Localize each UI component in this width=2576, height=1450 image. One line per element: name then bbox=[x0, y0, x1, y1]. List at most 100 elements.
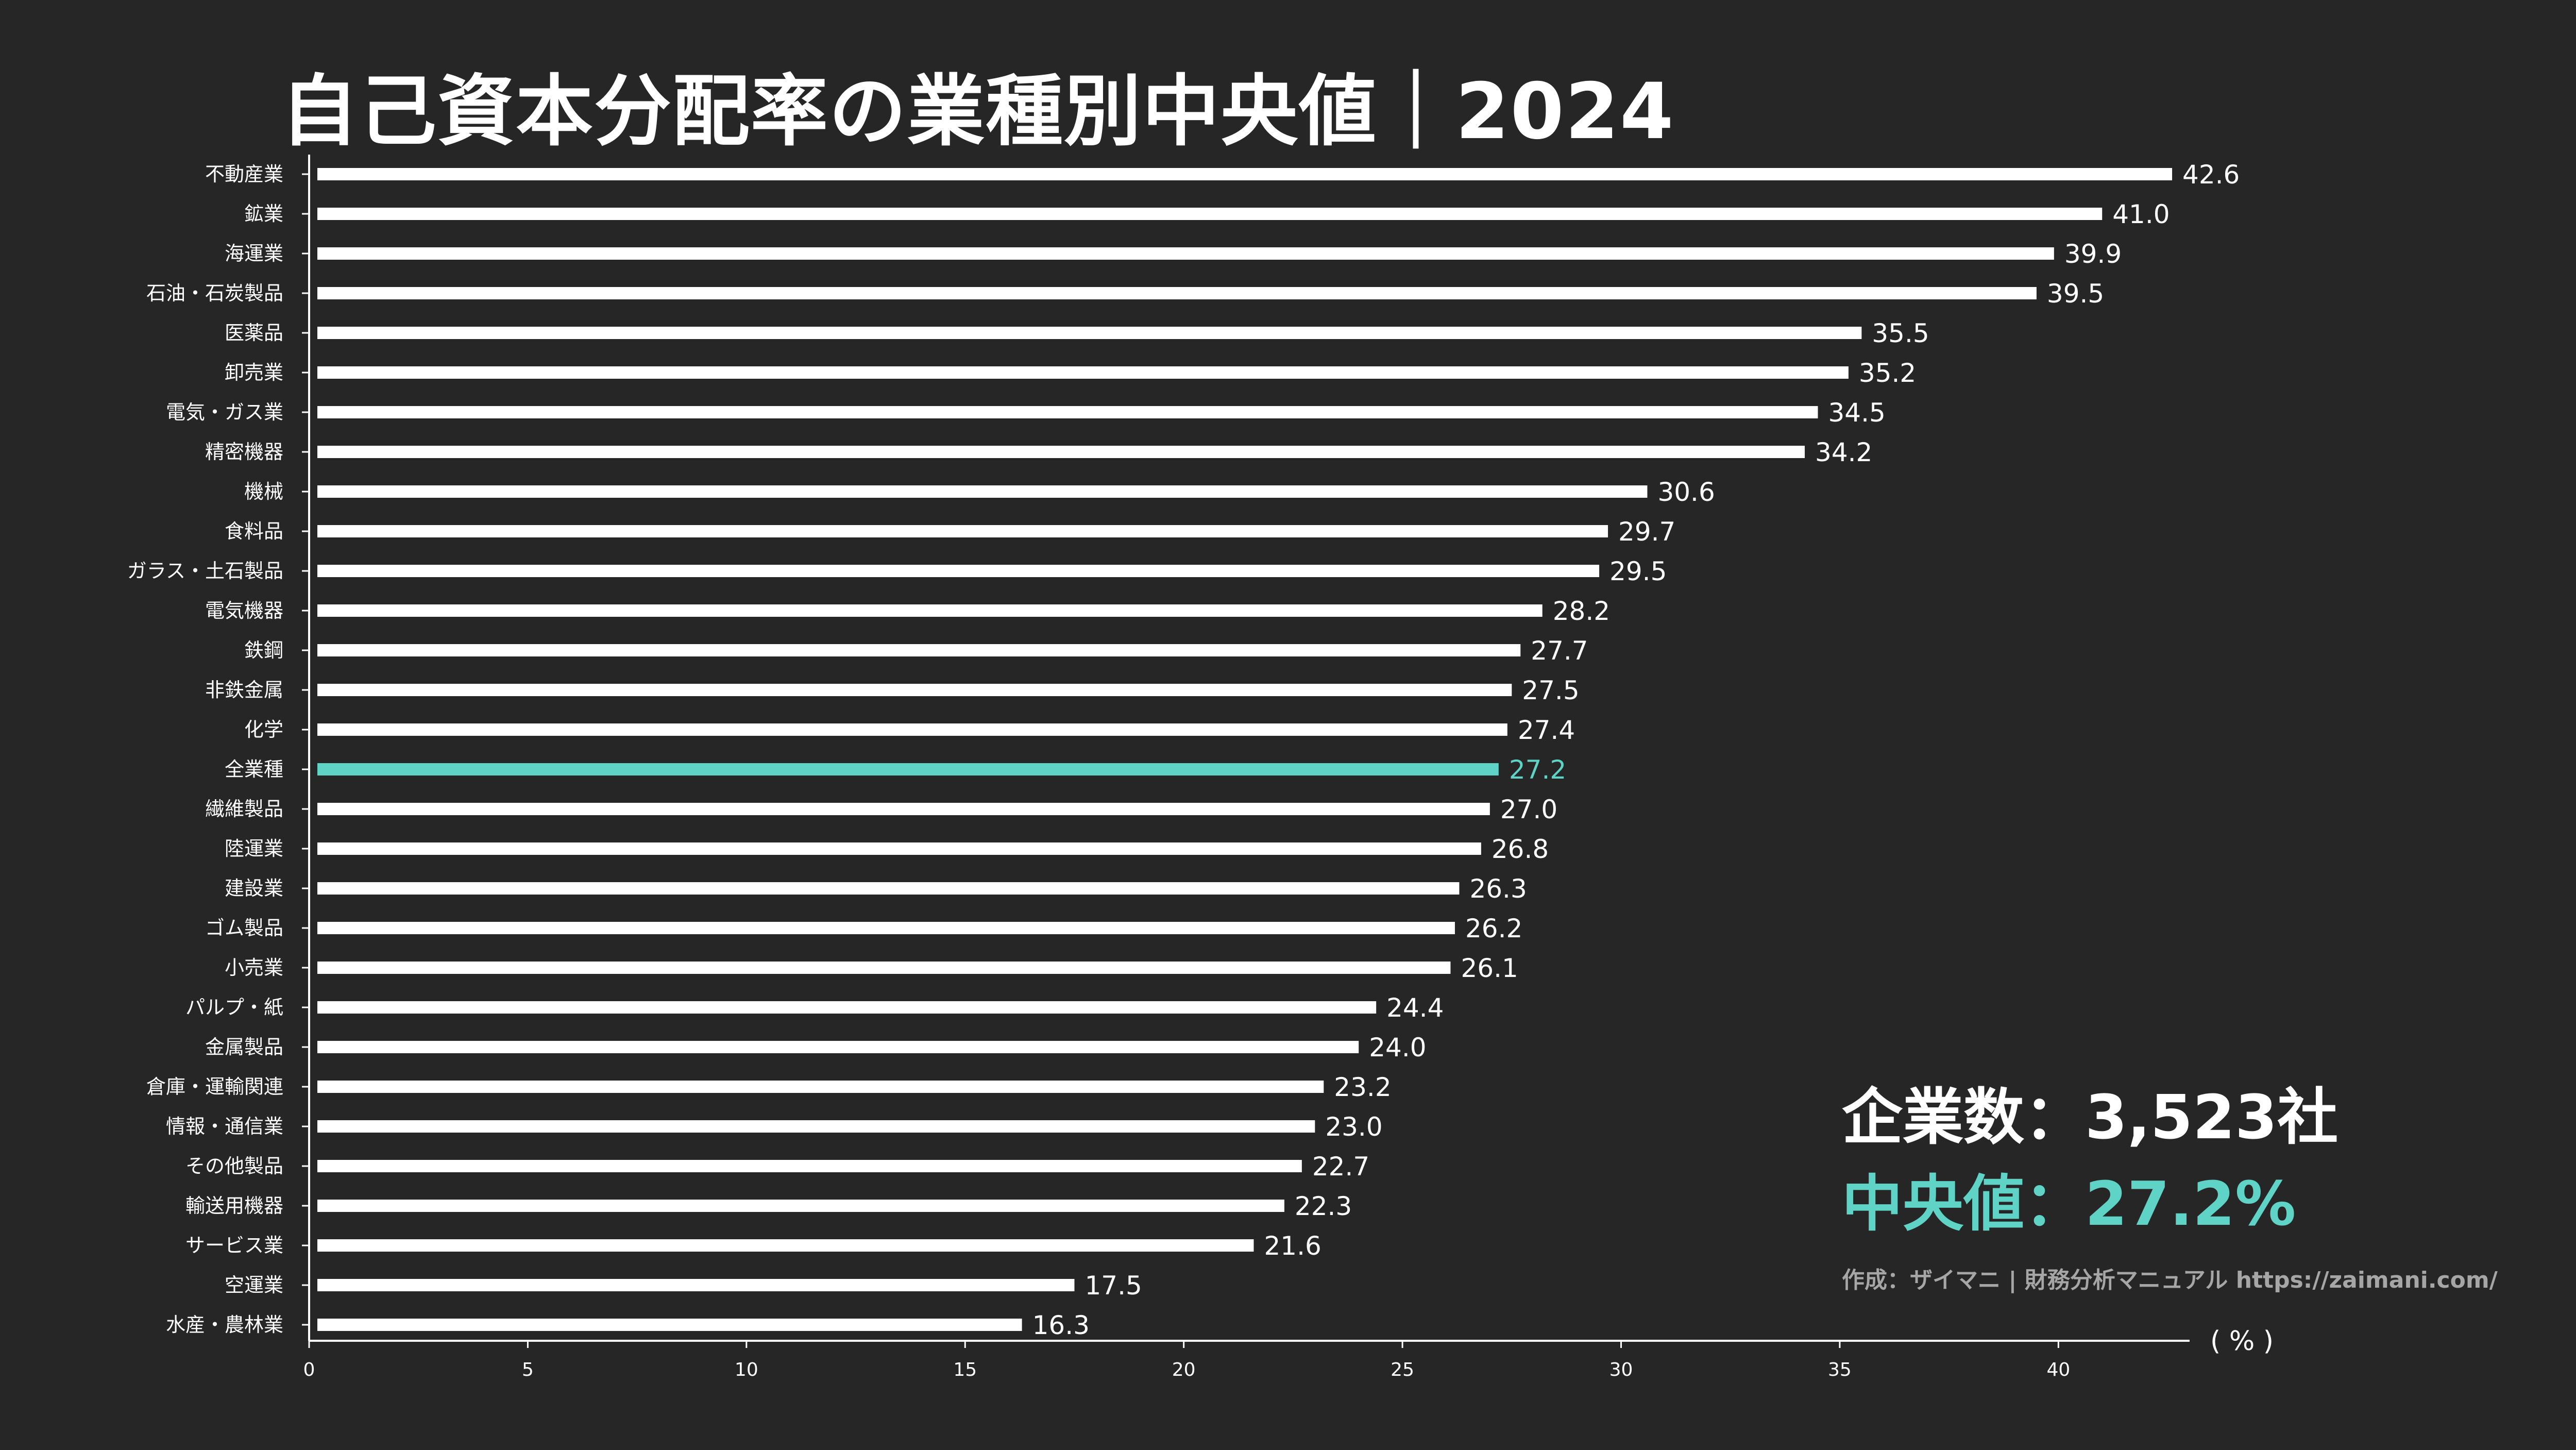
bar bbox=[317, 1239, 1254, 1252]
bar bbox=[317, 1160, 1302, 1172]
bar bbox=[317, 604, 1543, 617]
value-label: 34.2 bbox=[1815, 437, 1872, 467]
category-label: 機械 bbox=[244, 480, 283, 503]
category-label: 不動産業 bbox=[205, 163, 283, 186]
bar bbox=[317, 287, 2037, 299]
bar bbox=[317, 1319, 1022, 1331]
x-tick-label: 25 bbox=[1391, 1359, 1414, 1380]
category-label: 卸売業 bbox=[225, 361, 283, 384]
value-label: 22.7 bbox=[1312, 1152, 1369, 1182]
x-tick-label: 5 bbox=[522, 1359, 534, 1380]
summary-box: 企業数：3,523社 中央値：27.2% 作成：ザイマニ | 財務分析マニュアル… bbox=[1842, 1074, 2498, 1294]
value-label: 22.3 bbox=[1295, 1191, 1352, 1221]
category-label: 非鉄金属 bbox=[205, 679, 283, 701]
value-label: 17.5 bbox=[1084, 1271, 1142, 1301]
x-tick-label: 35 bbox=[1828, 1359, 1852, 1380]
bar bbox=[317, 525, 1608, 537]
value-label: 39.5 bbox=[2047, 279, 2104, 309]
category-label: 電気機器 bbox=[205, 599, 283, 622]
bar bbox=[317, 962, 1451, 974]
value-label: 24.0 bbox=[1369, 1033, 1426, 1063]
category-label: サービス業 bbox=[185, 1234, 283, 1257]
category-label: 陸運業 bbox=[225, 837, 283, 860]
value-label: 26.1 bbox=[1461, 953, 1518, 983]
value-label: 21.6 bbox=[1264, 1231, 1321, 1261]
category-label: 小売業 bbox=[225, 956, 283, 979]
credit-text: 作成：ザイマニ | 財務分析マニュアル https://zaimani.com/ bbox=[1842, 1267, 2498, 1294]
x-unit-label: ( % ) bbox=[2210, 1326, 2274, 1357]
x-tick-label: 30 bbox=[1609, 1359, 1633, 1380]
bar bbox=[317, 1120, 1315, 1133]
bar bbox=[317, 485, 1648, 498]
bar bbox=[317, 406, 1818, 418]
value-label: 24.4 bbox=[1386, 993, 1444, 1023]
value-label: 41.0 bbox=[2112, 199, 2170, 229]
bar bbox=[317, 882, 1460, 895]
category-label: 空運業 bbox=[225, 1274, 283, 1296]
value-label: 29.7 bbox=[1618, 517, 1675, 547]
category-label: 金属製品 bbox=[205, 1036, 283, 1058]
value-label: 23.2 bbox=[1334, 1072, 1391, 1102]
category-label: 石油・石炭製品 bbox=[146, 282, 283, 305]
bar bbox=[317, 366, 1849, 379]
bar bbox=[317, 684, 1512, 696]
x-tick-label: 10 bbox=[735, 1359, 758, 1380]
value-label: 26.2 bbox=[1465, 914, 1522, 943]
value-label: 42.6 bbox=[2182, 160, 2240, 190]
value-label: 27.4 bbox=[1518, 715, 1575, 745]
category-label: 輸送用機器 bbox=[185, 1194, 283, 1217]
bar bbox=[317, 1279, 1075, 1291]
bar bbox=[317, 803, 1490, 815]
value-label: 27.7 bbox=[1531, 636, 1588, 666]
bar bbox=[317, 247, 2054, 260]
bar bbox=[317, 922, 1455, 934]
value-label: 29.5 bbox=[1609, 557, 1667, 586]
value-label: 27.2 bbox=[1509, 755, 1566, 785]
category-label: 精密機器 bbox=[205, 441, 283, 463]
category-label: ガラス・土石製品 bbox=[127, 560, 283, 582]
chart-title: 自己資本分配率の業種別中央値｜2024 bbox=[281, 67, 1675, 157]
bar bbox=[317, 565, 1600, 577]
category-label: 建設業 bbox=[225, 877, 283, 900]
value-label: 39.9 bbox=[2064, 239, 2122, 269]
bar bbox=[317, 1081, 1324, 1093]
value-label: 28.2 bbox=[1553, 596, 1610, 626]
category-label: パルプ・紙 bbox=[185, 996, 283, 1019]
bar bbox=[317, 1001, 1377, 1014]
category-label: 化学 bbox=[244, 718, 283, 741]
value-label: 34.5 bbox=[1828, 398, 1885, 428]
bar bbox=[317, 208, 2103, 220]
category-label: 全業種 bbox=[225, 758, 283, 781]
category-label: 鉄鋼 bbox=[244, 639, 283, 662]
median-value: 中央値：27.2% bbox=[1842, 1168, 2296, 1239]
bar bbox=[317, 327, 1862, 339]
bar bbox=[317, 763, 1499, 775]
value-label: 27.5 bbox=[1522, 676, 1579, 705]
value-label: 16.3 bbox=[1032, 1310, 1090, 1340]
category-label: 倉庫・運輸関連 bbox=[146, 1075, 283, 1098]
bar bbox=[317, 1041, 1359, 1053]
x-tick-label: 20 bbox=[1172, 1359, 1196, 1380]
value-label: 23.0 bbox=[1325, 1112, 1382, 1142]
value-label: 35.2 bbox=[1859, 358, 1916, 388]
category-label: 情報・通信業 bbox=[166, 1115, 283, 1138]
category-label: 鉱業 bbox=[244, 203, 283, 225]
category-label: 水産・農林業 bbox=[166, 1313, 283, 1336]
value-label: 26.3 bbox=[1469, 874, 1527, 904]
bar bbox=[317, 1200, 1284, 1212]
bar bbox=[317, 168, 2173, 180]
x-tick-label: 40 bbox=[2046, 1359, 2070, 1380]
company-count: 企業数：3,523社 bbox=[1842, 1082, 2338, 1153]
value-label: 27.0 bbox=[1500, 795, 1557, 824]
category-label: 医薬品 bbox=[225, 322, 283, 344]
x-tick-label: 0 bbox=[303, 1359, 315, 1380]
category-label: 食料品 bbox=[225, 520, 283, 543]
value-label: 26.8 bbox=[1492, 834, 1549, 864]
x-tick-label: 15 bbox=[953, 1359, 977, 1380]
category-label: 電気・ガス業 bbox=[166, 401, 283, 424]
value-label: 35.5 bbox=[1872, 318, 1929, 348]
category-label: 繊維製品 bbox=[205, 798, 283, 820]
category-label: 海運業 bbox=[225, 242, 283, 265]
